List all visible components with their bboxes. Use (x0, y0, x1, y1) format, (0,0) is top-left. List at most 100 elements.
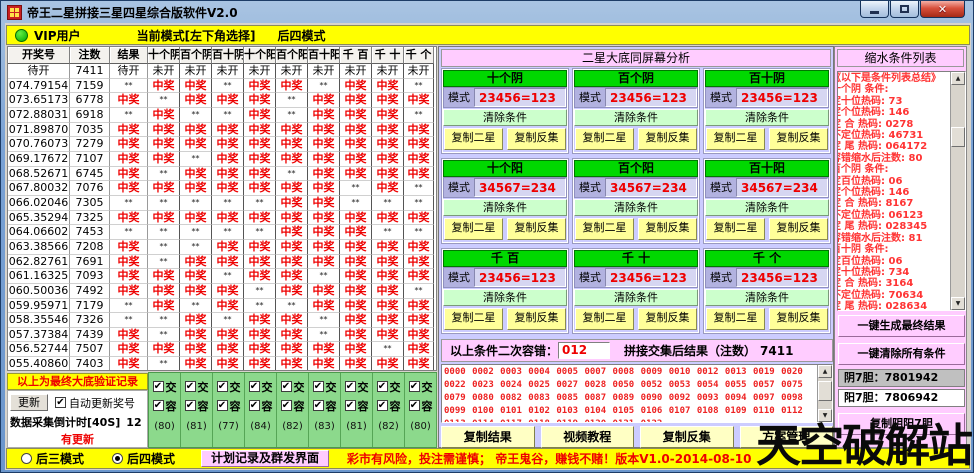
generate-final-button[interactable]: 一键生成最终结果 (838, 315, 965, 337)
draw-row[interactable]: 073.65173 6778 中奖 ** 中奖 中奖 中奖 ** 中奖 中奖 中奖 中奖 (8, 93, 436, 108)
copy-yinyang7-button[interactable]: 复制阴阳7胆 (838, 413, 965, 435)
column-header[interactable]: 开奖号 (8, 47, 70, 64)
rong-checkbox[interactable]: ✔ (376, 400, 388, 411)
clear-all-conditions-button[interactable]: 一键清除所有条件 (838, 343, 965, 365)
draw-row[interactable]: 070.76073 7279 中奖 中奖 中奖 中奖 中奖 中奖 中奖 中奖 中奖 中奖 (8, 137, 436, 152)
copy-inverse-button[interactable]: 复制反集 (769, 218, 828, 240)
tolerance-input[interactable]: 012 (558, 342, 611, 359)
clear-condition-button[interactable]: 清除条件 (705, 289, 829, 306)
jiao-checkbox[interactable]: ✔ (216, 381, 228, 392)
draw-row[interactable]: 待开 7411 待开 未开 未开 未开 未开 未开 未开 未开 未开 未开 (8, 64, 436, 79)
rong-checkbox[interactable]: ✔ (344, 400, 356, 411)
copy-inverse-button[interactable]: 复制反集 (769, 128, 828, 150)
jiao-checkbox[interactable]: ✔ (184, 381, 196, 392)
copy-2star-button[interactable]: 复制二星 (444, 128, 503, 150)
draw-row[interactable]: 064.06602 7453 ** ** ** ** ** 中奖 中奖 中奖 ** ** (8, 225, 436, 240)
column-header[interactable]: 百十阴 (212, 47, 244, 64)
mode4-radio[interactable] (112, 453, 124, 464)
column-header[interactable]: 百个阴 (180, 47, 212, 64)
copy-inverse-button[interactable]: 复制反集 (638, 218, 697, 240)
results-text[interactable]: 0000 0002 0003 0004 0005 0007 0008 0009 … (444, 367, 803, 422)
column-header[interactable]: 注数 (70, 47, 110, 64)
mode-pattern-input[interactable]: 23456=123 (736, 88, 828, 107)
mode-pattern-input[interactable]: 23456=123 (605, 88, 697, 107)
clear-condition-button[interactable]: 清除条件 (443, 289, 567, 306)
rong-checkbox[interactable]: ✔ (280, 400, 292, 411)
column-header[interactable]: 十个阳 (244, 47, 276, 64)
condition-scrollbar[interactable]: ▲ ▼ (950, 72, 965, 310)
plan-record-button[interactable]: 计划记录及群发界面 (201, 450, 330, 467)
scheme-manage-button[interactable]: 方案管理 (739, 426, 833, 448)
copy-inverse-button[interactable]: 复制反集 (507, 308, 566, 330)
draw-row[interactable]: 060.50036 7492 中奖 中奖 中奖 中奖 ** 中奖 中奖 中奖 中奖 ** (8, 283, 436, 299)
mode4-radio-group[interactable]: 后四模式 (112, 450, 175, 467)
column-header[interactable]: 百个阳 (276, 47, 308, 64)
clear-condition-button[interactable]: 清除条件 (443, 199, 567, 216)
draw-row[interactable]: 074.79154 7159 ** 中奖 中奖 ** 中奖 中奖 ** 中奖 中奖 ** (8, 78, 436, 94)
draw-row[interactable]: 067.80032 7076 中奖 中奖 中奖 中奖 中奖 中奖 中奖 ** 中奖 ** (8, 181, 436, 196)
rong-checkbox[interactable]: ✔ (248, 400, 260, 411)
results-scrollbar[interactable]: ▲ ▼ (817, 365, 832, 422)
auto-update-checkbox[interactable]: ✔ (55, 397, 66, 408)
column-header[interactable]: 千 十 (372, 47, 404, 64)
clear-condition-button[interactable]: 清除条件 (574, 109, 698, 126)
copy-2star-button[interactable]: 复制二星 (575, 218, 634, 240)
draw-row[interactable]: 072.88031 6918 ** 中奖 ** ** 中奖 ** 中奖 中奖 中奖 ** (8, 107, 436, 123)
jiao-checkbox[interactable]: ✔ (280, 381, 292, 392)
column-header[interactable]: 千 百 (340, 47, 372, 64)
maximize-button[interactable] (890, 1, 919, 18)
copy-2star-button[interactable]: 复制二星 (706, 218, 765, 240)
draw-row[interactable]: 057.37384 7439 中奖 ** 中奖 中奖 中奖 中奖 ** 中奖 中奖 中奖 (8, 327, 436, 343)
draw-row[interactable]: 061.16325 7093 中奖 中奖 中奖 ** 中奖 中奖 ** 中奖 中奖 中奖 (8, 269, 436, 284)
copy-inverse-button[interactable]: 复制反集 (507, 128, 566, 150)
draw-row[interactable]: 071.89870 7035 中奖 中奖 中奖 中奖 中奖 中奖 中奖 中奖 中奖 中奖 (8, 122, 436, 138)
rong-checkbox[interactable]: ✔ (184, 400, 196, 411)
column-header[interactable]: 十个阴 (148, 47, 180, 64)
jiao-checkbox[interactable]: ✔ (152, 381, 164, 392)
jiao-checkbox[interactable]: ✔ (376, 381, 388, 392)
mode3-radio-group[interactable]: 后三模式 (21, 450, 84, 467)
copy-inverse-button[interactable]: 复制反集 (638, 128, 697, 150)
clear-condition-button[interactable]: 清除条件 (705, 109, 829, 126)
jiao-checkbox[interactable]: ✔ (344, 381, 356, 392)
scroll-up-icon[interactable]: ▲ (951, 72, 965, 85)
copy-2star-button[interactable]: 复制二星 (575, 308, 634, 330)
scroll-down-icon[interactable]: ▼ (818, 409, 832, 422)
scroll-up-icon[interactable]: ▲ (818, 365, 832, 378)
update-button[interactable]: 更新 (10, 394, 48, 411)
draw-row[interactable]: 055.40860 7403 中奖 ** 中奖 中奖 中奖 中奖 中奖 中奖 中奖 中奖 (8, 357, 436, 370)
draw-row[interactable]: 066.02046 7305 ** ** ** ** ** 中奖 中奖 ** ** ** (8, 195, 436, 211)
scroll-down-icon[interactable]: ▼ (951, 297, 965, 310)
rong-checkbox[interactable]: ✔ (408, 400, 420, 411)
scroll-thumb[interactable] (818, 381, 832, 401)
column-header[interactable]: 结果 (110, 47, 148, 64)
clear-condition-button[interactable]: 清除条件 (574, 199, 698, 216)
mode-pattern-input[interactable]: 34567=234 (736, 178, 828, 197)
copy-inverse-button[interactable]: 复制反集 (769, 308, 828, 330)
rong-checkbox[interactable]: ✔ (152, 400, 164, 411)
mode-pattern-input[interactable]: 34567=234 (474, 178, 566, 197)
mode-pattern-input[interactable]: 34567=234 (605, 178, 697, 197)
draw-row[interactable]: 059.95971 7179 ** 中奖 ** 中奖 ** ** 中奖 中奖 中奖 中奖 (8, 298, 436, 314)
video-tutorial-button[interactable]: 视频教程 (540, 426, 634, 448)
copy-result-button[interactable]: 复制结果 (441, 426, 535, 448)
copy-2star-button[interactable]: 复制二星 (706, 308, 765, 330)
clear-condition-button[interactable]: 清除条件 (443, 109, 567, 126)
jiao-checkbox[interactable]: ✔ (248, 381, 260, 392)
copy-2star-button[interactable]: 复制二星 (444, 218, 503, 240)
column-header[interactable]: 百十阳 (308, 47, 340, 64)
copy-inverse-button[interactable]: 复制反集 (638, 308, 697, 330)
jiao-checkbox[interactable]: ✔ (408, 381, 420, 392)
mode-pattern-input[interactable]: 23456=123 (605, 268, 697, 287)
copy-2star-button[interactable]: 复制二星 (575, 128, 634, 150)
copy-2star-button[interactable]: 复制二星 (444, 308, 503, 330)
copy-inverse-button[interactable]: 复制反集 (640, 426, 734, 448)
draw-row[interactable]: 058.35546 7326 ** ** 中奖 ** 中奖 中奖 ** 中奖 中奖 中奖 (8, 313, 436, 328)
draw-row[interactable]: 062.82761 7691 中奖 ** 中奖 中奖 中奖 中奖 中奖 中奖 中奖 中奖 (8, 254, 436, 270)
rong-checkbox[interactable]: ✔ (216, 400, 228, 411)
column-header[interactable]: 千 个 (404, 47, 434, 64)
clear-condition-button[interactable]: 清除条件 (705, 199, 829, 216)
clear-condition-button[interactable]: 清除条件 (574, 289, 698, 306)
scroll-thumb[interactable] (951, 127, 965, 147)
